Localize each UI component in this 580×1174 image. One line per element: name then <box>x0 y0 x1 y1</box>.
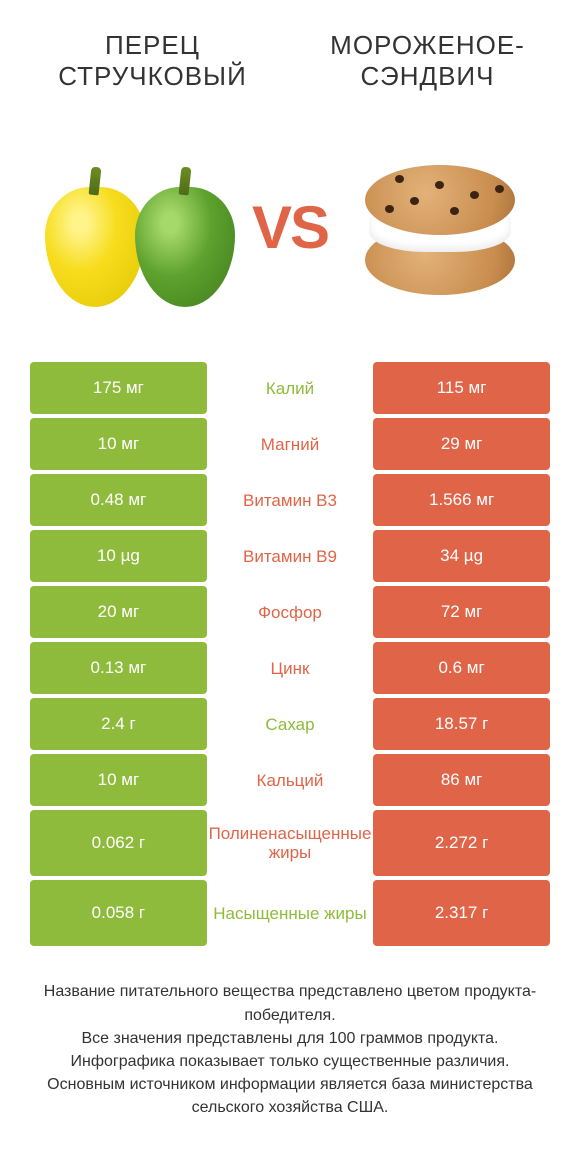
value-left: 10 мг <box>30 754 207 806</box>
table-row: 10 мгМагний29 мг <box>30 418 550 470</box>
table-row: 0.058 гНасыщенные жиры2.317 г <box>30 880 550 946</box>
title-left: ПЕРЕЦ СТРУЧКОВЫЙ <box>40 30 265 92</box>
nutrient-label: Фосфор <box>207 586 373 638</box>
product-image-left <box>40 137 240 317</box>
vs-label: VS <box>252 193 328 262</box>
table-row: 10 µgВитамин B934 µg <box>30 530 550 582</box>
table-row: 2.4 гСахар18.57 г <box>30 698 550 750</box>
comparison-table: 175 мгКалий115 мг10 мгМагний29 мг0.48 мг… <box>0 362 580 946</box>
value-right: 18.57 г <box>373 698 550 750</box>
table-row: 10 мгКальций86 мг <box>30 754 550 806</box>
footer-notes: Название питательного вещества представл… <box>0 950 580 1139</box>
nutrient-label: Полиненасыщенные жиры <box>207 810 373 876</box>
product-image-right <box>340 137 540 317</box>
value-left: 10 мг <box>30 418 207 470</box>
value-left: 0.13 мг <box>30 642 207 694</box>
nutrient-label: Насыщенные жиры <box>207 880 373 946</box>
value-left: 20 мг <box>30 586 207 638</box>
title-right: МОРОЖЕНОЕ-СЭНДВИЧ <box>315 30 540 92</box>
value-right: 86 мг <box>373 754 550 806</box>
value-right: 0.6 мг <box>373 642 550 694</box>
value-left: 0.062 г <box>30 810 207 876</box>
footer-line: Инфографика показывает только существенн… <box>30 1050 550 1073</box>
table-row: 20 мгФосфор72 мг <box>30 586 550 638</box>
nutrient-label: Витамин B9 <box>207 530 373 582</box>
value-right: 29 мг <box>373 418 550 470</box>
value-left: 10 µg <box>30 530 207 582</box>
footer-line: Основным источником информации является … <box>30 1073 550 1119</box>
value-right: 2.317 г <box>373 880 550 946</box>
value-left: 2.4 г <box>30 698 207 750</box>
value-right: 1.566 мг <box>373 474 550 526</box>
value-left: 0.058 г <box>30 880 207 946</box>
table-row: 0.062 гПолиненасыщенные жиры2.272 г <box>30 810 550 876</box>
images-row: VS <box>0 102 580 362</box>
value-right: 115 мг <box>373 362 550 414</box>
footer-line: Все значения представлены для 100 граммо… <box>30 1027 550 1050</box>
footer-line: Название питательного вещества представл… <box>30 980 550 1026</box>
value-right: 34 µg <box>373 530 550 582</box>
table-row: 0.13 мгЦинк0.6 мг <box>30 642 550 694</box>
nutrient-label: Витамин B3 <box>207 474 373 526</box>
table-row: 175 мгКалий115 мг <box>30 362 550 414</box>
value-right: 2.272 г <box>373 810 550 876</box>
nutrient-label: Магний <box>207 418 373 470</box>
bell-peppers-icon <box>40 147 240 307</box>
ice-cream-sandwich-icon <box>355 147 525 307</box>
header: ПЕРЕЦ СТРУЧКОВЫЙ МОРОЖЕНОЕ-СЭНДВИЧ <box>0 0 580 102</box>
nutrient-label: Сахар <box>207 698 373 750</box>
value-left: 0.48 мг <box>30 474 207 526</box>
table-row: 0.48 мгВитамин B31.566 мг <box>30 474 550 526</box>
value-left: 175 мг <box>30 362 207 414</box>
nutrient-label: Цинк <box>207 642 373 694</box>
nutrient-label: Кальций <box>207 754 373 806</box>
value-right: 72 мг <box>373 586 550 638</box>
nutrient-label: Калий <box>207 362 373 414</box>
